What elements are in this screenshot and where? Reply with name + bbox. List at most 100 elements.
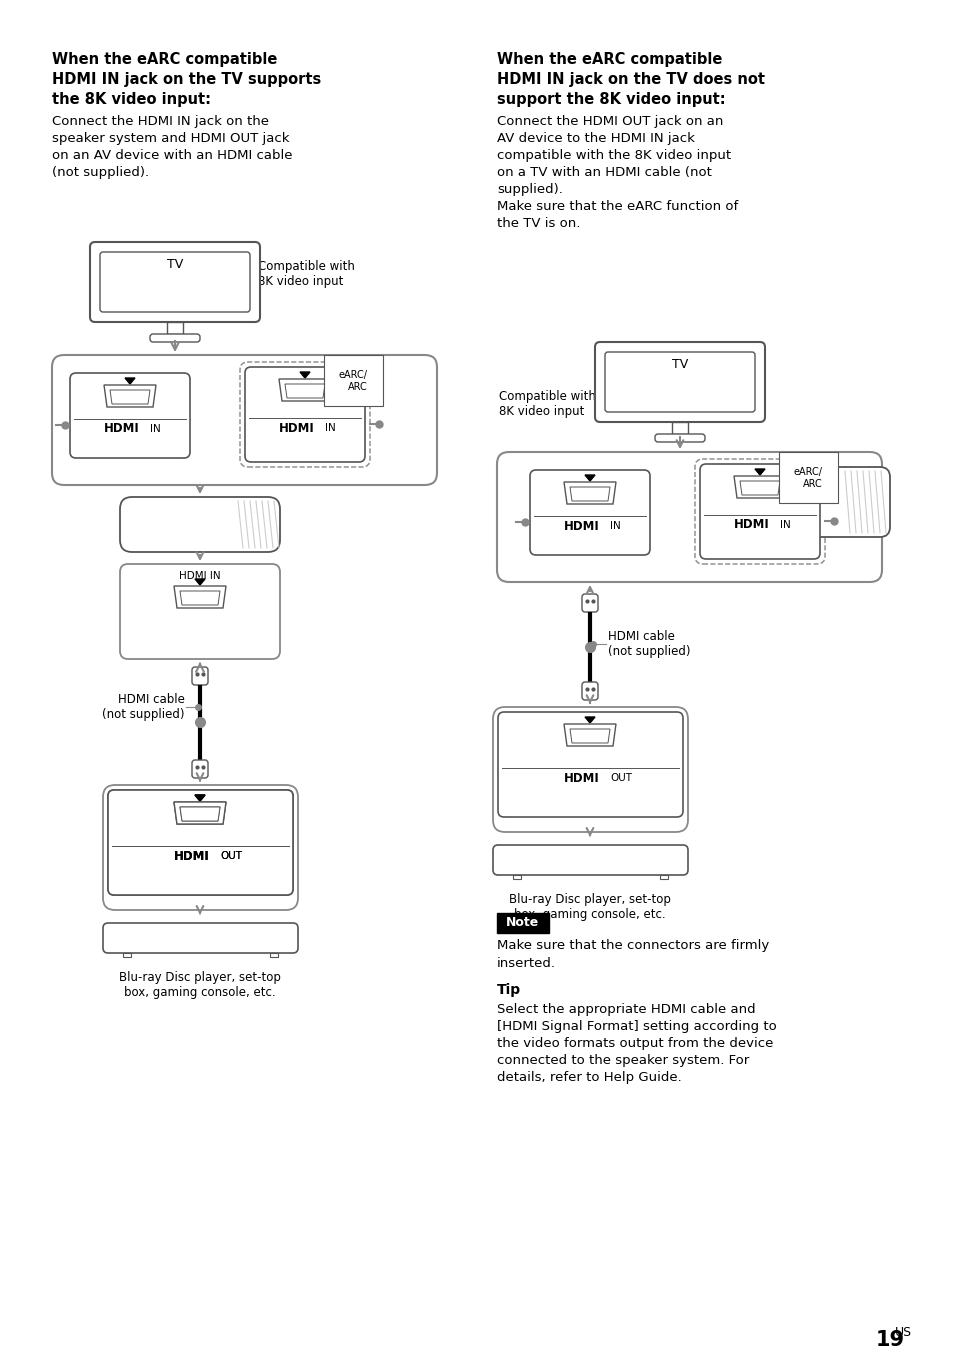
FancyBboxPatch shape [90, 242, 260, 322]
Text: When the eARC compatible: When the eARC compatible [52, 52, 277, 66]
Polygon shape [173, 802, 226, 824]
Text: IN: IN [609, 521, 620, 531]
Text: HDMI: HDMI [279, 422, 314, 434]
Text: details, refer to Help Guide.: details, refer to Help Guide. [497, 1071, 681, 1084]
Bar [270, 953, 277, 957]
FancyBboxPatch shape [700, 464, 820, 559]
FancyBboxPatch shape [120, 565, 280, 660]
Text: Connect the HDMI OUT jack on an: Connect the HDMI OUT jack on an [497, 115, 722, 128]
Polygon shape [104, 385, 156, 407]
Text: speaker system and HDMI OUT jack: speaker system and HDMI OUT jack [52, 132, 289, 145]
Text: Make sure that the eARC function of: Make sure that the eARC function of [497, 199, 738, 213]
Text: Connect the HDMI IN jack on the: Connect the HDMI IN jack on the [52, 115, 269, 128]
FancyBboxPatch shape [595, 342, 764, 422]
Text: eARC/
ARC: eARC/ ARC [793, 467, 822, 489]
Polygon shape [110, 389, 150, 404]
Polygon shape [285, 384, 325, 398]
Text: HDMI: HDMI [174, 849, 210, 863]
Text: [HDMI Signal Format] setting according to: [HDMI Signal Format] setting according t… [497, 1020, 776, 1033]
FancyBboxPatch shape [120, 497, 280, 552]
Polygon shape [584, 716, 595, 723]
Text: on a TV with an HDMI cable (not: on a TV with an HDMI cable (not [497, 166, 711, 179]
Text: HDMI cable
(not supplied): HDMI cable (not supplied) [102, 693, 185, 721]
Text: 19: 19 [875, 1330, 904, 1350]
Text: When the eARC compatible: When the eARC compatible [497, 52, 721, 66]
FancyBboxPatch shape [530, 470, 649, 555]
Text: Blu-ray Disc player, set-top
box, gaming console, etc.: Blu-ray Disc player, set-top box, gaming… [119, 972, 280, 999]
FancyBboxPatch shape [497, 452, 882, 582]
FancyBboxPatch shape [103, 923, 297, 953]
Polygon shape [194, 579, 205, 585]
Text: Compatible with
8K video input: Compatible with 8K video input [498, 389, 596, 418]
Text: TV: TV [671, 357, 687, 370]
FancyBboxPatch shape [192, 668, 208, 685]
Text: HDMI IN jack on the TV does not: HDMI IN jack on the TV does not [497, 72, 764, 87]
Polygon shape [278, 379, 331, 402]
Text: support the 8K video input:: support the 8K video input: [497, 92, 725, 107]
FancyBboxPatch shape [70, 373, 190, 459]
FancyBboxPatch shape [108, 790, 293, 896]
FancyBboxPatch shape [789, 467, 889, 537]
Text: HDMI: HDMI [563, 772, 599, 784]
FancyBboxPatch shape [192, 760, 208, 778]
Text: OUT: OUT [609, 773, 631, 783]
Text: OUT: OUT [220, 851, 242, 860]
Bar [659, 875, 667, 879]
Polygon shape [569, 487, 609, 501]
Text: supplied).: supplied). [497, 183, 562, 195]
Text: IN: IN [150, 423, 161, 434]
FancyBboxPatch shape [581, 594, 598, 612]
FancyBboxPatch shape [245, 366, 365, 461]
Text: Make sure that the connectors are firmly: Make sure that the connectors are firmly [497, 939, 768, 953]
Text: inserted.: inserted. [497, 957, 556, 970]
Polygon shape [194, 795, 205, 801]
Text: the TV is on.: the TV is on. [497, 217, 579, 229]
Polygon shape [194, 795, 205, 801]
FancyBboxPatch shape [103, 784, 297, 911]
FancyBboxPatch shape [604, 351, 754, 413]
Text: HDMI: HDMI [563, 520, 599, 532]
FancyBboxPatch shape [240, 362, 370, 467]
Text: compatible with the 8K video input: compatible with the 8K video input [497, 149, 730, 161]
Text: IN: IN [780, 520, 790, 531]
Text: HDMI IN jack on the TV supports: HDMI IN jack on the TV supports [52, 72, 321, 87]
Text: Note: Note [506, 916, 539, 930]
Text: Blu-ray Disc player, set-top
box, gaming console, etc.: Blu-ray Disc player, set-top box, gaming… [509, 893, 670, 921]
Polygon shape [125, 379, 135, 384]
Polygon shape [563, 482, 616, 503]
Bar [123, 953, 131, 957]
FancyBboxPatch shape [655, 434, 704, 442]
Text: HDMI: HDMI [174, 849, 210, 863]
Polygon shape [569, 729, 609, 744]
Bar [671, 422, 687, 434]
Text: OUT: OUT [220, 851, 242, 860]
Text: US: US [894, 1326, 911, 1339]
Text: the video formats output from the device: the video formats output from the device [497, 1037, 773, 1050]
Text: TV: TV [167, 258, 183, 270]
Polygon shape [173, 586, 226, 608]
Text: eARC/
ARC: eARC/ ARC [338, 370, 368, 392]
FancyBboxPatch shape [497, 712, 682, 817]
Polygon shape [180, 592, 220, 605]
FancyBboxPatch shape [581, 683, 598, 700]
Polygon shape [584, 475, 595, 480]
Text: Compatible with
8K video input: Compatible with 8K video input [257, 261, 355, 288]
Text: Tip: Tip [497, 982, 520, 997]
FancyBboxPatch shape [493, 845, 687, 875]
Text: the 8K video input:: the 8K video input: [52, 92, 211, 107]
Text: (not supplied).: (not supplied). [52, 166, 149, 179]
Polygon shape [754, 470, 764, 475]
Text: HDMI IN: HDMI IN [179, 571, 220, 581]
FancyBboxPatch shape [100, 252, 250, 312]
Bar [167, 322, 183, 334]
Text: on an AV device with an HDMI cable: on an AV device with an HDMI cable [52, 149, 293, 161]
Polygon shape [740, 480, 780, 495]
FancyBboxPatch shape [150, 334, 200, 342]
Bar [513, 875, 520, 879]
Text: HDMI: HDMI [104, 422, 140, 436]
Polygon shape [180, 807, 220, 821]
Text: AV device to the HDMI IN jack: AV device to the HDMI IN jack [497, 132, 694, 145]
FancyBboxPatch shape [108, 790, 293, 896]
Text: HDMI: HDMI [734, 518, 769, 532]
Polygon shape [299, 372, 310, 379]
